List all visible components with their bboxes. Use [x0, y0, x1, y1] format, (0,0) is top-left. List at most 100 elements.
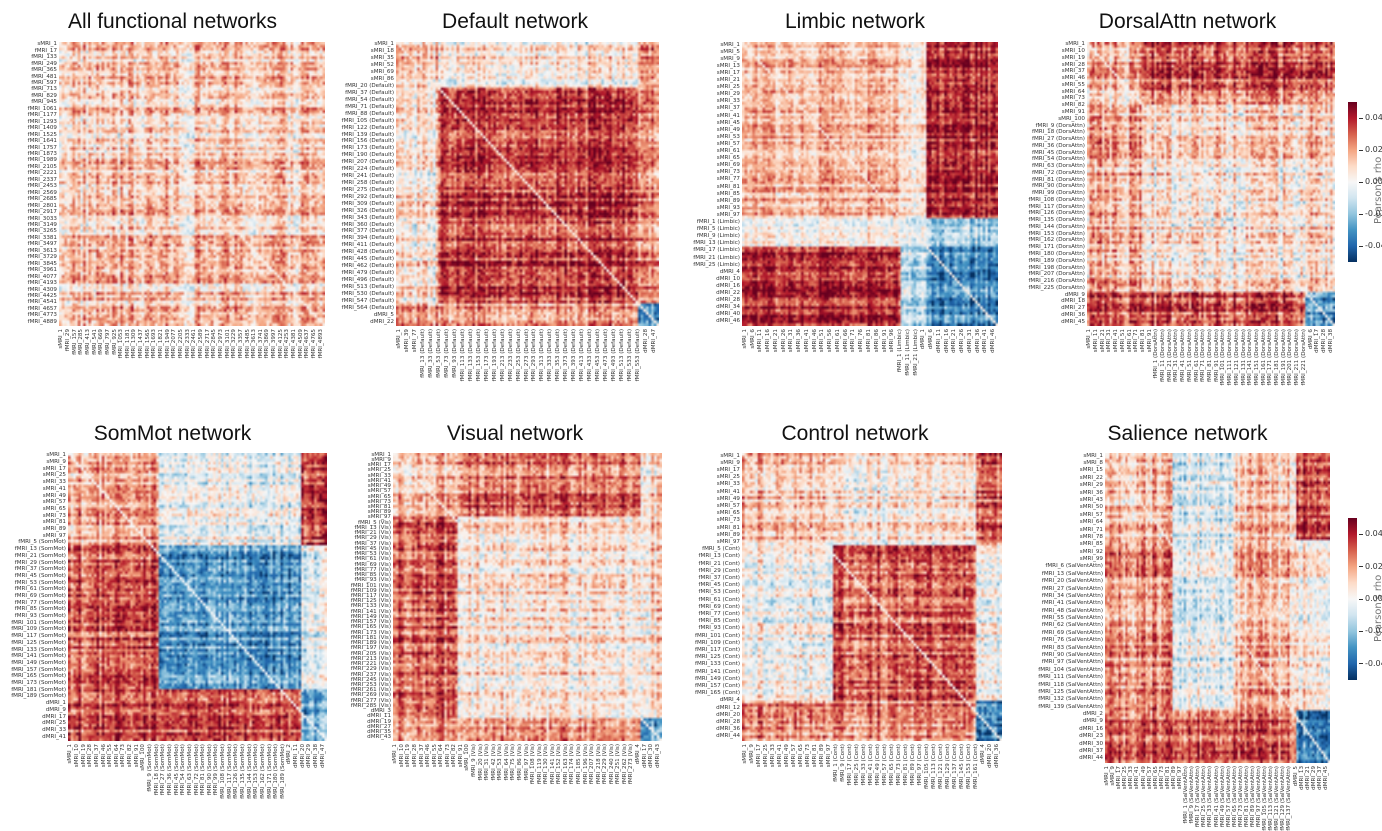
panel-title: Default network: [442, 10, 588, 33]
heatmap-row-label: fMRI_149 (Vis): [350, 613, 391, 620]
heatmap-col-label: dMRI_6: [928, 329, 935, 350]
heatmap-col-label: fMRI_33 (Default): [427, 329, 434, 378]
heatmap-row-label: fMRI_125 (Vis): [350, 598, 391, 605]
heatmap-row-label: fMRI_133: [31, 54, 57, 61]
colorbar-bottom: Pearson's rho 0.040.020.00-0.02-0.04: [1348, 518, 1382, 680]
heatmap-col-label: fMRI_105 (Cont): [924, 744, 931, 790]
heatmap-row-label: fMRI_37 (SomMot): [14, 566, 66, 573]
heatmap-row-label: fMRI_2105: [27, 163, 57, 170]
heatmap-row-label: sMRI_9: [720, 459, 740, 466]
heatmap-row-label: sMRI_49: [42, 492, 66, 499]
heatmap-row-label: sMRI_1: [374, 41, 394, 48]
heatmap-row-label: fMRI_17 (Limbic): [693, 247, 740, 254]
heatmap-row-label: fMRI_292 (Default): [341, 193, 394, 200]
heatmap-col-label: sMRI_96: [889, 329, 896, 353]
heatmap-col-label: fMRI_3229: [231, 329, 238, 359]
heatmap-row-label: sMRI_65: [716, 155, 740, 162]
heatmap-row-label: fMRI_101 (Vis): [350, 582, 391, 589]
heatmap-row-label: dMRI_30: [1079, 740, 1103, 747]
panel-title: All functional networks: [68, 10, 277, 33]
heatmap-row-label: dMRI_19: [367, 718, 391, 725]
heatmap-row-label: sMRI_9: [371, 456, 391, 463]
heatmap-row-label: sMRI_17: [367, 462, 391, 469]
heatmap-row-label: dMRI_16: [1079, 725, 1103, 732]
heatmap-row-label: fMRI_81 (DorsAttn): [1032, 176, 1085, 183]
heatmap-row-label: fMRI_173 (Default): [341, 145, 394, 152]
heatmap-col-label: fMRI_162 (SomMot): [259, 744, 266, 799]
heatmap-col-label: fMRI_797: [104, 329, 111, 355]
heatmap-col-label: fMRI_113 (Cont): [931, 744, 938, 790]
heatmap-row-label: fMRI_20 (SalVentAttn): [1041, 578, 1103, 585]
heatmap-row-label: dMRI_37: [1079, 747, 1103, 754]
heatmap-row-label: sMRI_17: [42, 465, 66, 472]
heatmap-col-label: fMRI_121 (DorsAttn): [1233, 329, 1240, 386]
heatmap-col-label: sMRI_41: [1113, 329, 1120, 353]
heatmap-col-label: sMRI_57: [790, 744, 797, 768]
heatmap-row-label: sMRI_1: [371, 451, 391, 458]
heatmap-panel-all: All functional networks sMRI_1 fMRI_17 fMR…: [0, 0, 345, 415]
colorbar-gradient: [1348, 518, 1357, 680]
heatmap-row-label: fMRI_1061: [27, 105, 57, 112]
heatmap-row-label: fMRI_5 (Limbic): [696, 226, 740, 233]
heatmap-row-label: fMRI_13 (Vis): [354, 524, 391, 531]
heatmap-row-label: fMRI_245 (Vis): [350, 676, 391, 683]
heatmap-row-label: fMRI_144 (DorsAttn): [1028, 223, 1085, 230]
heatmap-row-label: fMRI_37 (Default): [345, 89, 394, 96]
heatmap-col-label: sMRI_6: [749, 329, 756, 349]
heatmap-row-label: sMRI_9: [46, 459, 66, 466]
heatmap-row-label: fMRI_61 (Vis): [354, 556, 391, 563]
heatmap-row-label: fMRI_133 (Vis): [350, 603, 391, 610]
heatmap-row-label: fMRI_165 (Cont): [694, 690, 740, 697]
colorbar-tick-label: 0.02: [1359, 145, 1382, 154]
heatmap-col-label: fMRI_333 (Default): [547, 329, 554, 382]
heatmap-col-label: fMRI_221 (DorsAttn): [1300, 329, 1307, 386]
heatmap-row-label: fMRI_117 (Cont): [694, 647, 740, 653]
heatmap-row-label: sMRI_65: [367, 493, 391, 500]
heatmap-row-label: fMRI_54 (Default): [345, 96, 394, 103]
heatmap-row-label: fMRI_157 (SomMot): [11, 666, 66, 673]
heatmap-row-label: sMRI_57: [716, 503, 740, 509]
heatmap-row-label: fMRI_428 (Default): [341, 249, 394, 256]
heatmap-col-label: sMRI_51: [1119, 329, 1126, 353]
heatmap-row-label: dMRI_46: [716, 318, 740, 325]
heatmap-row-label: fMRI_77 (Vis): [354, 566, 391, 573]
heatmap-row-label: fMRI_133 (SomMot): [11, 646, 66, 653]
panel-title: Salience network: [1107, 422, 1268, 445]
heatmap-row-label: fMRI_165 (SomMot): [11, 673, 66, 680]
heatmap-col-label: fMRI_113 (Default): [459, 329, 466, 382]
heatmap-row-label: fMRI_241 (Default): [341, 173, 394, 180]
heatmap-col-label: sMRI_81: [811, 744, 818, 768]
heatmap-row-label: fMRI_45 (SomMot): [14, 572, 66, 579]
heatmap-row-label: fMRI_141 (Vis): [350, 608, 391, 615]
heatmap-row-label: dMRI_27: [1061, 305, 1085, 312]
heatmap-row-label: sMRI_65: [42, 505, 66, 512]
heatmap-row-label: dMRI_40: [716, 311, 740, 318]
heatmap-row-label: dMRI_20: [716, 711, 740, 718]
heatmap-row-label: fMRI_29 (Vis): [354, 535, 391, 542]
heatmap-row-label: sMRI_37: [1061, 68, 1085, 75]
heatmap-col-label: sMRI_46: [811, 329, 818, 353]
heatmap-row-label: sMRI_1: [1083, 452, 1103, 459]
heatmap-col-label: fMRI_2589: [197, 329, 204, 359]
heatmap-row-label: fMRI_83 (SalVentAttn): [1041, 644, 1103, 651]
heatmap-row-label: fMRI_2337: [27, 176, 57, 183]
heatmap-col-label: fMRI_108 (SomMot): [220, 744, 227, 799]
heatmap-row-label: fMRI_13 (Limbic): [693, 240, 740, 247]
colorbar-tick-label: 0.04: [1359, 113, 1382, 122]
heatmap-row-label: fMRI_45 (Vis): [354, 545, 391, 552]
heatmap-col-label: fMRI_73 (Cont): [896, 744, 903, 786]
heatmap-row-label: fMRI_5 (Vis): [357, 519, 391, 526]
heatmap-row-label: fMRI_411 (Default): [341, 242, 394, 249]
heatmap-row-label: sMRI_41: [716, 112, 740, 119]
heatmap-row-label: dMRI_1: [45, 700, 66, 707]
heatmap-col-label: fMRI_513 (Default): [619, 329, 626, 382]
heatmap-row-label: fMRI_69 (SomMot): [14, 593, 66, 599]
heatmap-row-label: fMRI_53 (Vis): [354, 551, 391, 558]
heatmap-row-label: sMRI_50: [1079, 504, 1103, 511]
heatmap-col-label: fMRI_185 (Vis): [575, 744, 582, 785]
heatmap-col-label: sMRI_61: [834, 329, 841, 353]
heatmap-row-label: fMRI_85 (SomMot): [14, 606, 66, 613]
heatmap-row-label: fMRI_21 (Vis): [354, 530, 391, 537]
heatmap-row-label: fMRI_55 (SalVentAttn): [1041, 615, 1103, 622]
heatmap-row-label: dMRI_45: [1061, 318, 1085, 325]
